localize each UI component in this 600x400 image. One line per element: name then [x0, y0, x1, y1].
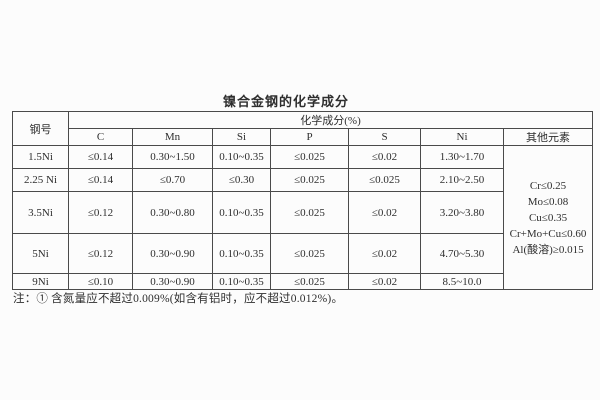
table-title: 镍合金钢的化学成分 [222, 94, 349, 109]
header-row-elements: C Mn Si P S Ni 其他元素 [13, 128, 594, 146]
col-header-Ni: Ni [420, 128, 504, 146]
value-cell: 0.30~0.90 [132, 233, 213, 274]
value-cell: ≤0.30 [212, 168, 271, 192]
other-element-line: Cr+Mo+Cu≤0.60 [509, 227, 587, 240]
value-cell: 0.10~0.35 [212, 145, 271, 169]
value-cell: 0.10~0.35 [212, 233, 271, 274]
grade-cell: 9Ni [12, 273, 69, 290]
col-header-Mn: Mn [132, 128, 213, 146]
value-cell: ≤0.10 [68, 273, 133, 290]
col-header-other: 其他元素 [502, 128, 594, 146]
value-cell: ≤0.02 [348, 145, 421, 169]
value-cell: 8.5~10.0 [420, 273, 504, 290]
grade-cell: 5Ni [12, 233, 69, 274]
table-row: 9Ni ≤0.10 0.30~0.90 0.10~0.35 ≤0.025 ≤0.… [12, 273, 593, 290]
col-header-C: C [68, 128, 133, 146]
other-element-line: Al(酸溶)≥0.015 [512, 243, 584, 256]
table-row: 2.25 Ni ≤0.14 ≤0.70 ≤0.30 ≤0.025 ≤0.025 … [12, 168, 593, 192]
group-header-cell: 化学成分(%) [67, 111, 594, 129]
other-element-line: Cu≤0.35 [528, 211, 568, 224]
value-cell: 1.30~1.70 [420, 145, 504, 169]
col-header-P: P [270, 128, 349, 146]
value-cell: ≤0.025 [270, 168, 349, 192]
value-cell: ≤0.025 [348, 168, 421, 192]
col-header-Si: Si [212, 128, 271, 146]
composition-table-container: 钢号 化学成分(%) C Mn Si P S Ni 其他元素 1.5Ni ≤0.… [12, 111, 594, 290]
value-cell: 0.30~0.90 [132, 273, 213, 290]
header-row-group: 钢号 化学成分(%) [12, 111, 594, 146]
value-cell: 0.10~0.35 [212, 273, 271, 290]
grade-cell: 3.5Ni [12, 191, 69, 234]
value-cell: 0.30~0.80 [132, 191, 213, 234]
other-elements-cell: Cr≤0.25 Mo≤0.08 Cu≤0.35 Cr+Mo+Cu≤0.60 Al… [502, 145, 594, 290]
value-cell: ≤0.14 [68, 145, 133, 169]
value-cell: ≤0.12 [68, 191, 133, 234]
grade-cell: 1.5Ni [12, 145, 69, 169]
table-footnote: 注：① 含氮量应不超过0.009%(如含有铝时，应不超过0.012%)。 [13, 293, 344, 305]
value-cell: 2.10~2.50 [420, 168, 504, 192]
value-cell: ≤0.025 [270, 233, 349, 274]
value-cell: ≤0.70 [132, 168, 213, 192]
col-header-S: S [348, 128, 421, 146]
value-cell: ≤0.02 [348, 191, 421, 234]
value-cell: 4.70~5.30 [420, 233, 504, 274]
value-cell: 3.20~3.80 [420, 191, 504, 234]
value-cell: ≤0.14 [68, 168, 133, 192]
value-cell: ≤0.025 [270, 191, 349, 234]
grade-cell: 2.25 Ni [12, 168, 69, 192]
value-cell: 0.30~1.50 [132, 145, 213, 169]
table-row: 3.5Ni ≤0.12 0.30~0.80 0.10~0.35 ≤0.025 ≤… [12, 191, 593, 234]
table-row: 5Ni ≤0.12 0.30~0.90 0.10~0.35 ≤0.025 ≤0.… [12, 233, 593, 274]
table-row: 1.5Ni ≤0.14 0.30~1.50 0.10~0.35 ≤0.025 ≤… [12, 145, 594, 290]
other-element-line: Cr≤0.25 [529, 179, 567, 192]
corner-header-cell: 钢号 [12, 111, 69, 146]
value-cell: ≤0.02 [348, 273, 421, 290]
value-cell: 0.10~0.35 [212, 191, 271, 234]
value-cell: ≤0.025 [270, 273, 349, 290]
composition-table: 钢号 化学成分(%) C Mn Si P S Ni 其他元素 1.5Ni ≤0.… [12, 111, 594, 290]
other-element-line: Mo≤0.08 [527, 195, 569, 208]
value-cell: ≤0.025 [270, 145, 349, 169]
value-cell: ≤0.02 [348, 233, 421, 274]
value-cell: ≤0.12 [68, 233, 133, 274]
